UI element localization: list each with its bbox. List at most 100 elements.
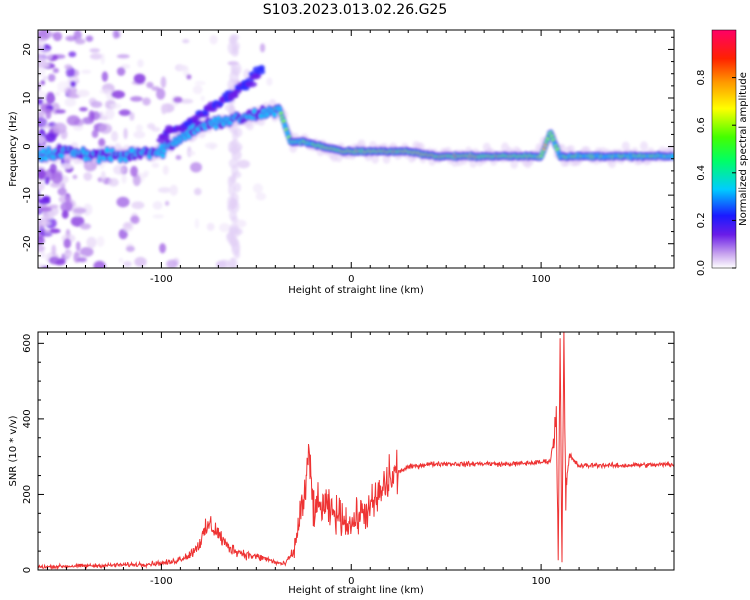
noise-blob	[134, 256, 147, 267]
noise-blob	[64, 97, 77, 107]
noise-blob	[173, 96, 183, 103]
colorbar-tick-label: 0.6	[696, 117, 707, 133]
noise-blob	[52, 122, 67, 134]
noise-blob	[130, 96, 143, 102]
noise-blob	[68, 51, 77, 58]
noise-blob	[81, 69, 92, 74]
noise-blob	[131, 201, 145, 210]
noise-blob	[98, 123, 112, 134]
noise-blob	[38, 36, 48, 43]
noise-blob	[38, 198, 51, 205]
noise-blob	[38, 49, 53, 62]
noise-blob	[98, 138, 106, 148]
noise-blob	[179, 98, 194, 104]
noise-blob	[85, 35, 94, 42]
ridge-mid	[271, 111, 278, 118]
smear-blob	[233, 66, 240, 76]
noise-blob	[121, 173, 127, 184]
noise-blob	[169, 184, 178, 196]
noise-blob	[143, 170, 150, 176]
ridge-halo	[113, 143, 122, 154]
noise-blob	[100, 53, 105, 65]
noise-blob	[160, 76, 167, 89]
snr-x-label: Height of straight line (km)	[288, 585, 424, 596]
noise-blob	[243, 68, 251, 80]
snr-series-line	[38, 332, 674, 570]
noise-blob	[40, 250, 46, 259]
noise-blob	[70, 80, 77, 88]
noise-blob	[38, 117, 48, 128]
noise-blob	[93, 260, 106, 268]
noise-blob	[142, 97, 151, 106]
noise-blob	[157, 187, 172, 194]
noise-blob	[159, 243, 166, 254]
colorbar-label: Normalized spectral amplitude	[738, 72, 749, 226]
noise-blob	[176, 64, 189, 71]
noise-blob	[166, 259, 178, 268]
noise-blob	[49, 228, 61, 234]
noise-blob	[152, 214, 165, 219]
spectrogram-y-tick-label: -20	[22, 236, 33, 252]
noise-blob	[38, 181, 45, 192]
colorbar-tick-label: 0.2	[696, 212, 707, 228]
noise-blob	[188, 150, 196, 156]
noise-blob	[61, 210, 69, 219]
noise-blob	[133, 131, 146, 139]
snr-x-tick-label: 0	[348, 576, 354, 587]
noise-blob	[63, 238, 72, 249]
noise-blob	[194, 80, 206, 86]
noise-blob	[54, 109, 66, 114]
noise-blob	[135, 124, 143, 133]
noise-blob	[255, 192, 267, 201]
noise-blob	[151, 126, 161, 132]
noise-blob	[123, 261, 132, 267]
noise-blob	[96, 236, 105, 248]
noise-blob	[65, 35, 77, 42]
noise-blob	[111, 90, 126, 99]
noise-blob	[48, 256, 60, 265]
noise-blob	[76, 89, 90, 98]
snr-plot	[38, 332, 674, 570]
noise-blob	[123, 127, 128, 140]
noise-blob	[190, 162, 203, 173]
spectrogram-y-tick-label: 0	[22, 143, 33, 149]
noise-blob	[89, 48, 101, 53]
noise-blob	[91, 129, 99, 139]
noise-blob	[79, 223, 92, 230]
noise-blob	[132, 174, 141, 187]
noise-blob	[209, 143, 216, 150]
noise-blob	[161, 103, 167, 115]
noise-blob	[118, 109, 131, 116]
ridge-mid	[670, 153, 674, 160]
snr-panel: -100 0 100 0 200 400 600 Height of straight li…	[8, 331, 675, 596]
noise-blob	[236, 159, 251, 169]
noise-blob	[44, 176, 50, 185]
noise-blob	[51, 54, 66, 59]
smear-blob	[228, 233, 237, 248]
noise-blob	[108, 178, 119, 187]
noise-blob	[116, 54, 130, 59]
noise-blob	[116, 67, 126, 76]
noise-blob	[112, 30, 120, 39]
noise-blob	[66, 115, 81, 126]
noise-blob	[38, 262, 45, 268]
noise-blob	[259, 43, 266, 53]
colorbar: 0.0 0.2 0.4 0.6 0.8 Normalized spectral ampl…	[696, 29, 749, 276]
spectrogram-x-tick-label: 0	[348, 274, 354, 285]
snr-y-label: SNR (10 * v/v)	[8, 415, 19, 486]
snr-y-tick-label: 400	[22, 409, 33, 428]
noise-blob	[60, 182, 66, 190]
noise-blob	[118, 257, 124, 263]
noise-blob	[104, 108, 115, 120]
noise-blob	[152, 201, 163, 210]
noise-blob	[86, 236, 97, 249]
noise-blob	[47, 204, 59, 209]
spectrogram-y-tick-label: 10	[22, 92, 33, 105]
noise-blob	[74, 38, 86, 45]
noise-blob	[40, 220, 51, 226]
noise-blob	[89, 53, 103, 60]
noise-blob	[111, 130, 119, 142]
